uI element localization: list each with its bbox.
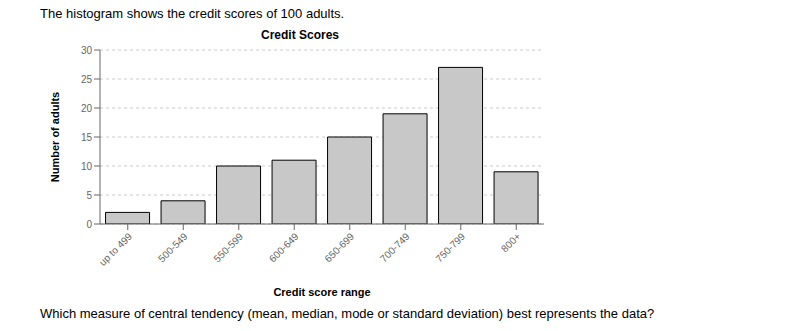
svg-text:650-699: 650-699 <box>322 230 356 264</box>
svg-text:25: 25 <box>81 74 93 85</box>
svg-text:5: 5 <box>86 190 92 201</box>
svg-text:600-649: 600-649 <box>267 230 301 264</box>
html-text:The histogram shows the credit: The histogram shows the credit scores of… <box>40 6 345 21</box>
svg-text:20: 20 <box>81 103 93 114</box>
svg-text:550-599: 550-599 <box>211 230 245 264</box>
html-text:Credit Scores: Credit Scores <box>261 28 339 42</box>
svg-text:Credit score range: Credit score range <box>273 286 370 298</box>
svg-text:10: 10 <box>81 161 93 172</box>
svg-text:700-749: 700-749 <box>378 230 412 264</box>
svg-text:500-549: 500-549 <box>156 230 190 264</box>
svg-text:up to 499: up to 499 <box>97 230 135 268</box>
html-text:Which measure of central tende: Which measure of central tendency (mean,… <box>40 306 655 321</box>
svg-text:0: 0 <box>86 219 92 230</box>
svg-text:800+: 800+ <box>499 231 523 255</box>
svg-text:Number of adults: Number of adults <box>49 92 61 182</box>
svg-text:15: 15 <box>81 132 93 143</box>
svg-text:750-799: 750-799 <box>433 230 467 264</box>
svg-text:30: 30 <box>81 45 93 56</box>
